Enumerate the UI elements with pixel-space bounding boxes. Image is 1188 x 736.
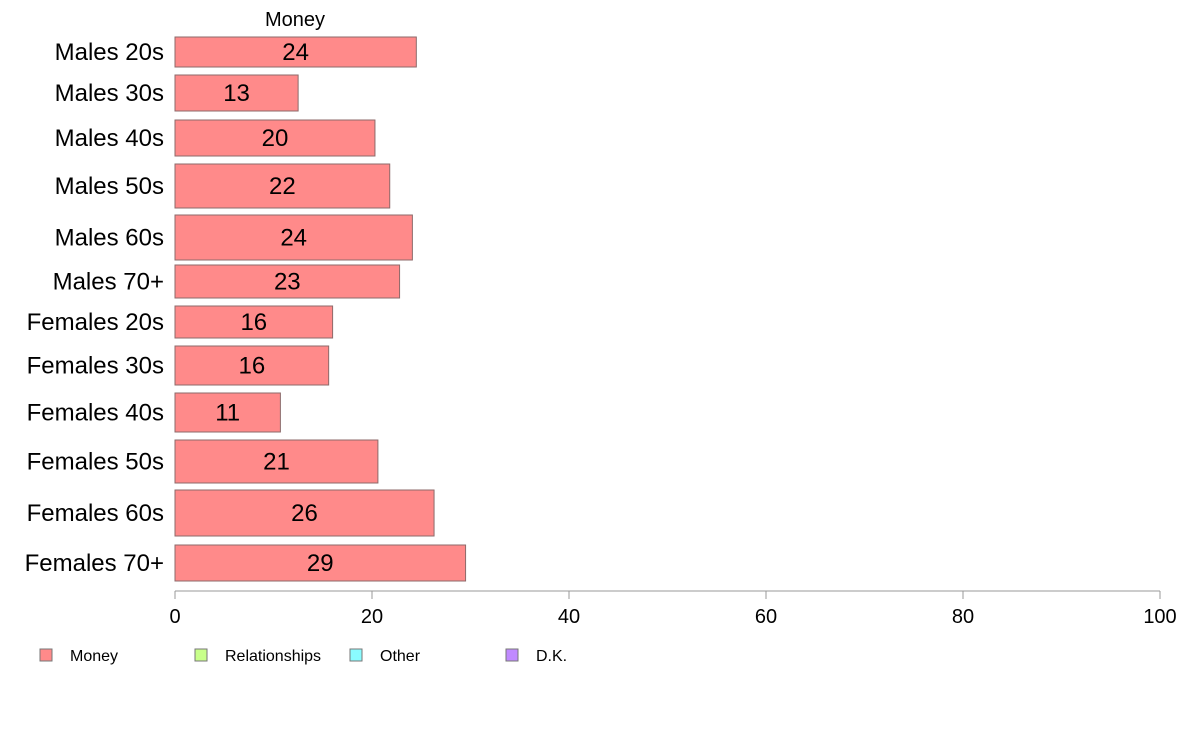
data-label: 16 [238, 353, 265, 380]
x-tick-label: 80 [952, 606, 974, 628]
x-tick-label: 20 [361, 606, 383, 628]
legend-label: D.K. [536, 648, 567, 665]
bar [174, 489, 435, 537]
x-tick-label: 0 [169, 606, 180, 628]
bar [174, 119, 376, 157]
bar [174, 74, 299, 112]
x-tick-label: 60 [755, 606, 777, 628]
data-label: 26 [291, 500, 318, 527]
legend: Money Relationships Other D.K. [39, 648, 567, 665]
category-label: Males 30s [55, 80, 164, 107]
data-label: 20 [262, 125, 289, 152]
data-label: 29 [307, 550, 334, 577]
legend-swatch [39, 648, 53, 662]
category-label: Females 40s [27, 400, 164, 427]
x-axis: 0 20 40 60 80 100 [169, 590, 1177, 628]
bar [174, 163, 391, 209]
data-label: 16 [240, 309, 267, 336]
legend-label: Relationships [225, 648, 321, 665]
category-label: Females 70+ [25, 550, 164, 577]
legend-label: Money [70, 648, 118, 665]
category-label: Males 60s [55, 225, 164, 252]
category-label: Females 20s [27, 309, 164, 336]
legend-label: Other [380, 648, 421, 665]
category-label: Males 20s [55, 39, 164, 66]
legend-swatch [505, 648, 519, 662]
category-label: Males 50s [55, 173, 164, 200]
bars-group: Males 20s 24 Males 30s 13 Males 40s 20 Males 5… [25, 36, 467, 582]
x-tick-label: 40 [558, 606, 580, 628]
data-label: 23 [274, 269, 301, 296]
bar [174, 544, 467, 582]
x-tick-label: 100 [1143, 606, 1176, 628]
legend-swatch [349, 648, 363, 662]
bar [174, 392, 281, 433]
category-label: Females 50s [27, 449, 164, 476]
data-label: 11 [215, 400, 240, 427]
bar [174, 264, 401, 299]
bar [174, 305, 334, 339]
bar [174, 345, 330, 386]
data-label: 24 [280, 225, 307, 252]
data-label: 24 [282, 39, 309, 66]
data-label: 13 [223, 80, 250, 107]
data-label: 22 [269, 173, 296, 200]
category-label: Males 70+ [53, 269, 164, 296]
category-label: Females 30s [27, 353, 164, 380]
data-label: 21 [263, 449, 290, 476]
category-label: Females 60s [27, 500, 164, 527]
series-title: Money [265, 9, 325, 31]
bar [174, 439, 379, 484]
bar [174, 36, 417, 68]
category-label: Males 40s [55, 125, 164, 152]
legend-swatch [194, 648, 208, 662]
bar [174, 214, 413, 261]
